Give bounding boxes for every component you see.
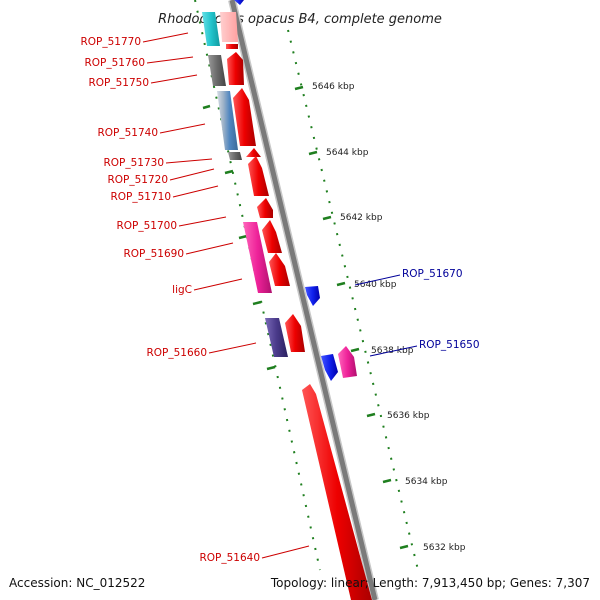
gene-label[interactable]: ROP_51720 [107, 174, 168, 186]
gene-51765 [226, 44, 238, 49]
gene-51660 [265, 318, 288, 357]
gene-label[interactable]: ROP_51750 [88, 77, 149, 89]
gene-51700 [257, 198, 273, 218]
accession-text: Accession: NC_012522 [9, 576, 145, 590]
gene-ligC [243, 222, 272, 293]
gene-51690 [262, 220, 282, 253]
gene-51730 [228, 152, 242, 160]
gene-label[interactable]: ROP_51710 [110, 191, 171, 203]
gene-label[interactable]: ROP_51690 [123, 248, 184, 260]
gene-label[interactable]: ROP_51660 [146, 347, 207, 359]
gene-51660-fwd [285, 314, 305, 352]
gene-51640 [302, 384, 372, 600]
tick-label: 5644 kbp [326, 148, 369, 158]
gene-51650 [321, 354, 338, 381]
gene-label[interactable]: ROP_51740 [97, 127, 158, 139]
gene-51740 [233, 88, 256, 146]
forward-genes [220, 12, 372, 600]
tick-label: 5646 kbp [312, 82, 355, 92]
left-gene-labels: ROP_51770 ROP_51760 ROP_51750 ROP_51740 … [80, 32, 310, 564]
tick-label: 5640 kbp [354, 280, 397, 290]
gene-51770-fwd [220, 12, 238, 42]
map-title: Rhodococcus opacus B4, complete genome [158, 12, 442, 27]
gene-label[interactable]: ROP_51760 [84, 57, 145, 69]
left-genes [202, 12, 288, 357]
gene-label[interactable]: ROP_51700 [116, 220, 177, 232]
gene-51750 [227, 52, 244, 85]
gene-51725 [246, 148, 261, 157]
right-scale-line [287, 29, 419, 571]
genome-backbone [229, 0, 378, 600]
gene-label[interactable]: ligC [172, 284, 192, 296]
tick-label: 5642 kbp [340, 213, 383, 223]
gene-label[interactable]: ROP_51650 [419, 339, 480, 351]
tick-label: 5632 kbp [423, 543, 466, 553]
gene-ligC-fwd [269, 253, 290, 286]
right-gene-labels: ROP_51670 ROP_51650 [354, 268, 480, 357]
gene-label[interactable]: ROP_51670 [402, 268, 463, 280]
gene-label[interactable]: ROP_51770 [80, 36, 141, 48]
tick-label: 5634 kbp [405, 477, 448, 487]
gene-51760 [208, 55, 226, 86]
tick-label: 5636 kbp [387, 411, 430, 421]
gene-51670 [305, 286, 320, 306]
gene-51740-rev [217, 91, 238, 150]
gene-51720 [248, 156, 269, 196]
gene-label[interactable]: ROP_51730 [103, 157, 164, 169]
gene-top-blue [234, 0, 244, 5]
topology-text: Topology: linear; Length: 7,913,450 bp; … [270, 576, 590, 590]
right-scale: 5646 kbp 5644 kbp 5642 kbp 5640 kbp 5638… [294, 82, 466, 553]
gene-label[interactable]: ROP_51640 [199, 552, 260, 564]
gene-51770 [202, 12, 220, 46]
gene-51650-fwd [338, 346, 357, 378]
reverse-genes [234, 0, 357, 381]
